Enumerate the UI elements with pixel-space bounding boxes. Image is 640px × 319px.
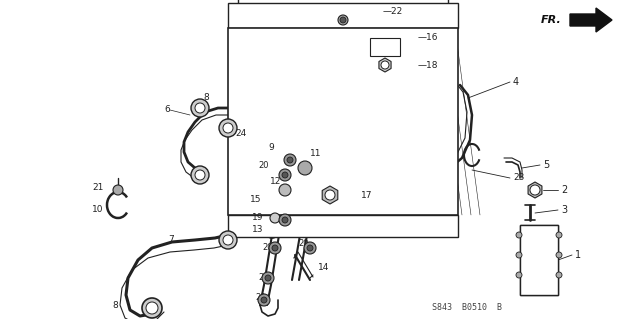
Bar: [370, 38, 400, 56]
Circle shape: [556, 232, 562, 238]
Circle shape: [338, 15, 348, 25]
Bar: [520, 225, 558, 295]
Circle shape: [516, 252, 522, 258]
Text: 4: 4: [513, 77, 519, 87]
Circle shape: [282, 172, 288, 178]
Circle shape: [307, 245, 313, 251]
Circle shape: [282, 217, 288, 223]
Text: 3: 3: [561, 205, 567, 215]
Text: 23: 23: [513, 174, 524, 182]
Text: 2: 2: [561, 185, 567, 195]
Text: 10: 10: [92, 205, 104, 214]
Text: 20: 20: [258, 273, 269, 283]
Text: FR.: FR.: [541, 15, 562, 25]
Text: 12: 12: [270, 177, 282, 187]
Circle shape: [287, 157, 293, 163]
Text: 9: 9: [268, 144, 274, 152]
Text: 20: 20: [298, 240, 308, 249]
Text: 24: 24: [235, 129, 246, 137]
Circle shape: [516, 232, 522, 238]
Polygon shape: [570, 8, 612, 32]
Circle shape: [195, 170, 205, 180]
Circle shape: [223, 235, 233, 245]
Circle shape: [219, 231, 237, 249]
Circle shape: [195, 103, 205, 113]
Text: —18: —18: [418, 61, 438, 70]
Circle shape: [219, 119, 237, 137]
Bar: [228, 28, 458, 215]
Text: S843  B0510  B: S843 B0510 B: [432, 303, 502, 313]
Text: 14: 14: [318, 263, 330, 272]
Circle shape: [265, 275, 271, 281]
Circle shape: [304, 242, 316, 254]
Circle shape: [381, 61, 389, 69]
Circle shape: [261, 297, 267, 303]
Circle shape: [223, 123, 233, 133]
Text: —22: —22: [383, 8, 403, 17]
Text: 20: 20: [255, 293, 266, 302]
Circle shape: [298, 161, 312, 175]
Circle shape: [262, 272, 274, 284]
Text: 20: 20: [262, 243, 273, 253]
Bar: [520, 225, 558, 295]
Circle shape: [284, 154, 296, 166]
Circle shape: [556, 252, 562, 258]
Text: 5: 5: [543, 160, 549, 170]
Circle shape: [279, 214, 291, 226]
Text: 21: 21: [92, 183, 104, 192]
Text: 1: 1: [575, 250, 581, 260]
Text: 19: 19: [252, 213, 264, 222]
Circle shape: [113, 185, 123, 195]
Polygon shape: [528, 182, 542, 198]
Circle shape: [191, 99, 209, 117]
Circle shape: [269, 242, 281, 254]
Text: 6: 6: [164, 106, 170, 115]
Text: 15: 15: [250, 196, 262, 204]
Circle shape: [270, 213, 280, 223]
Text: —16: —16: [418, 33, 438, 42]
Bar: [228, 215, 458, 237]
Text: 8: 8: [112, 301, 118, 310]
Polygon shape: [322, 186, 338, 204]
Circle shape: [142, 298, 162, 318]
Circle shape: [556, 272, 562, 278]
Circle shape: [279, 169, 291, 181]
Circle shape: [258, 294, 270, 306]
Circle shape: [146, 302, 158, 314]
Circle shape: [516, 272, 522, 278]
Circle shape: [272, 245, 278, 251]
Circle shape: [325, 190, 335, 200]
Circle shape: [340, 17, 346, 23]
Text: 20: 20: [258, 160, 269, 169]
Text: 8: 8: [203, 93, 209, 101]
Bar: [228, 3, 458, 28]
Text: 13: 13: [252, 226, 264, 234]
Circle shape: [279, 184, 291, 196]
Polygon shape: [379, 58, 391, 72]
Circle shape: [530, 185, 540, 195]
Circle shape: [191, 166, 209, 184]
Text: 7: 7: [168, 235, 173, 244]
Text: 17: 17: [361, 190, 372, 199]
Text: 11: 11: [310, 149, 321, 158]
